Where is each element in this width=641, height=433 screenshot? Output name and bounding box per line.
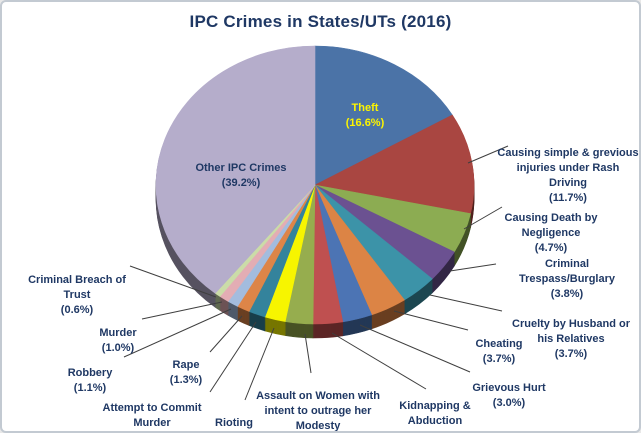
leader-line [429,294,503,312]
leader-line [209,315,243,353]
pie-slice-theft [314,45,453,186]
leader-line [244,327,275,401]
leader-line [141,301,223,320]
leader-line [209,321,257,393]
pie-slice-other-ipc-crimes [155,45,316,294]
leader-line [129,265,217,298]
leader-line [393,310,469,331]
leader-line [359,324,471,373]
leader-line [467,145,509,164]
leader-line [463,206,503,230]
leader-line [449,263,497,272]
leader-line [331,332,427,390]
pie-slice-rash-driving [314,114,475,214]
chart-title: IPC Crimes in States/UTs (2016) [189,12,452,31]
leader-line [304,333,312,374]
leader-line [123,308,232,358]
